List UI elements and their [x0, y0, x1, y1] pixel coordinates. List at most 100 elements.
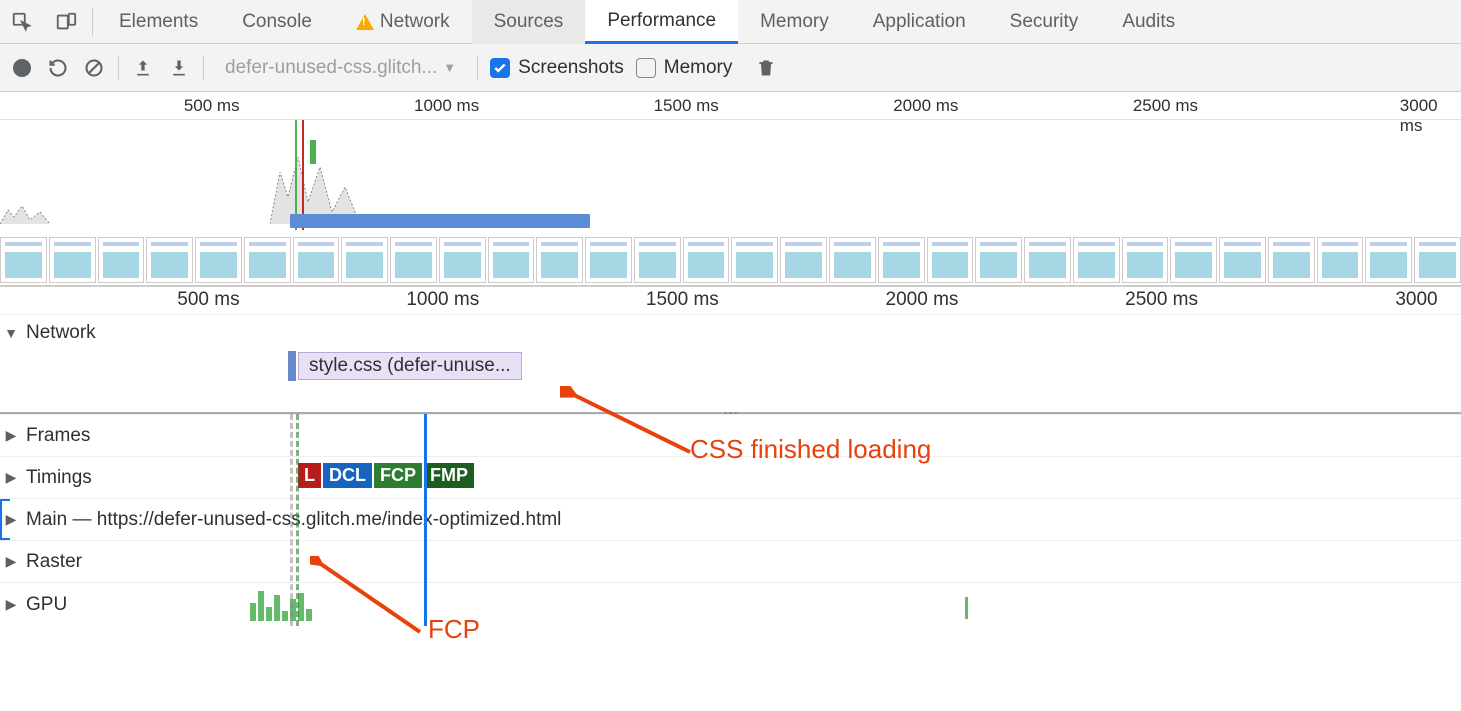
main-thread-row[interactable]: ▶ Main — https://defer-unused-css.glitch… [0, 498, 1461, 540]
tab-network[interactable]: Network [334, 0, 472, 44]
ruler-tick: 2500 ms [1125, 289, 1198, 311]
tab-application[interactable]: Application [851, 0, 988, 44]
filmstrip-frame[interactable] [1268, 237, 1315, 283]
devtools-tab-bar: Elements Console Network Sources Perform… [0, 0, 1461, 44]
timings-row[interactable]: ▶ Timings L DCL FCP FMP [0, 456, 1461, 498]
gpu-bar [274, 595, 280, 621]
filmstrip-frame[interactable] [731, 237, 778, 283]
marker-line-fcp [296, 414, 299, 626]
memory-checkbox[interactable] [636, 58, 656, 78]
playhead-line[interactable] [424, 414, 427, 626]
overview-network-bar [290, 214, 590, 228]
device-toggle-icon[interactable] [44, 0, 88, 44]
filmstrip-frame[interactable] [49, 237, 96, 283]
request-label: style.css (defer-unuse... [298, 352, 522, 380]
overview-timeline[interactable]: 500 ms1000 ms1500 ms2000 ms2500 ms3000 m… [0, 92, 1461, 286]
filmstrip-frame[interactable] [146, 237, 193, 283]
request-queue-tick [288, 351, 296, 381]
overview-green-tick [310, 140, 316, 164]
filmstrip-frame[interactable] [98, 237, 145, 283]
tab-audits[interactable]: Audits [1100, 0, 1197, 44]
badge-fcp[interactable]: FCP [374, 463, 422, 488]
network-request-stylecss[interactable]: style.css (defer-unuse... [288, 351, 522, 381]
divider [477, 56, 478, 80]
frames-row[interactable]: ▶ Frames [0, 414, 1461, 456]
expander-icon[interactable]: ▶ [0, 427, 22, 444]
memory-checkbox-wrap[interactable]: Memory [636, 57, 733, 79]
ruler-tick: 2500 ms [1133, 96, 1198, 116]
trash-icon[interactable] [754, 56, 778, 80]
filmstrip-frame[interactable] [488, 237, 535, 283]
clear-button[interactable] [82, 56, 106, 80]
network-section: ▼ Network style.css (defer-unuse... [0, 314, 1461, 414]
filmstrip-frame[interactable] [1024, 237, 1071, 283]
overview-ruler: 500 ms1000 ms1500 ms2000 ms2500 ms3000 m… [0, 92, 1461, 120]
filmstrip-frame[interactable] [195, 237, 242, 283]
gpu-bar [266, 607, 272, 621]
divider [92, 8, 93, 36]
expander-icon[interactable]: ▶ [0, 469, 22, 486]
filmstrip-frame[interactable] [1317, 237, 1364, 283]
marker-line-dcl [290, 414, 293, 626]
gpu-activity-bars [250, 591, 312, 621]
record-button[interactable] [10, 56, 34, 80]
filmstrip-frame[interactable] [1365, 237, 1412, 283]
filmstrip-frame[interactable] [829, 237, 876, 283]
badge-fmp[interactable]: FMP [424, 463, 474, 488]
filmstrip-frame[interactable] [878, 237, 925, 283]
filmstrip-frame[interactable] [0, 237, 47, 283]
filmstrip-frame[interactable] [975, 237, 1022, 283]
filmstrip-frame[interactable] [1170, 237, 1217, 283]
filmstrip-frame[interactable] [1073, 237, 1120, 283]
expander-icon[interactable]: ▶ [0, 553, 22, 570]
filmstrip-frame[interactable] [585, 237, 632, 283]
tab-sources[interactable]: Sources [472, 0, 586, 44]
recording-dropdown[interactable]: defer-unused-css.glitch... ▼ [216, 56, 465, 80]
gpu-bar [250, 603, 256, 621]
tab-console[interactable]: Console [220, 0, 334, 44]
filmstrip-frame[interactable] [683, 237, 730, 283]
filmstrip-frame[interactable] [341, 237, 388, 283]
tab-elements[interactable]: Elements [97, 0, 220, 44]
tab-memory[interactable]: Memory [738, 0, 851, 44]
screenshots-checkbox[interactable] [490, 58, 510, 78]
expander-icon[interactable]: ▼ [0, 325, 22, 341]
filmstrip-frame[interactable] [1219, 237, 1266, 283]
screenshots-checkbox-wrap[interactable]: Screenshots [490, 57, 624, 79]
chevron-down-icon: ▼ [443, 60, 456, 75]
main-url: https://defer-unused-css.glitch.me/index… [97, 509, 562, 530]
filmstrip-frame[interactable] [1122, 237, 1169, 283]
timings-label: Timings [22, 467, 92, 489]
download-icon[interactable] [167, 56, 191, 80]
filmstrip-frame[interactable] [634, 237, 681, 283]
gpu-bar [258, 591, 264, 621]
filmstrip-frame[interactable] [536, 237, 583, 283]
raster-row[interactable]: ▶ Raster [0, 540, 1461, 582]
filmstrip-frame[interactable] [390, 237, 437, 283]
gpu-late-tick [965, 597, 968, 619]
memory-label: Memory [664, 57, 733, 79]
upload-icon[interactable] [131, 56, 155, 80]
filmstrip-frame[interactable] [439, 237, 486, 283]
filmstrip-frame[interactable] [927, 237, 974, 283]
expander-icon[interactable]: ▶ [0, 596, 22, 613]
gpu-bar [306, 609, 312, 621]
reload-button[interactable] [46, 56, 70, 80]
filmstrip-frame[interactable] [293, 237, 340, 283]
ruler-tick: 500 ms [184, 96, 240, 116]
ruler-tick: 1500 ms [646, 289, 719, 311]
ruler-tick: 500 ms [177, 289, 239, 311]
tab-performance[interactable]: Performance [585, 0, 738, 44]
tab-security[interactable]: Security [988, 0, 1101, 44]
badge-load[interactable]: L [298, 463, 321, 488]
filmstrip-frame[interactable] [1414, 237, 1461, 283]
raster-label: Raster [22, 551, 82, 573]
inspect-icon[interactable] [0, 0, 44, 44]
gpu-row[interactable]: ▶ GPU [0, 582, 1461, 626]
filmstrip [0, 235, 1461, 285]
network-row[interactable]: ▼ Network style.css (defer-unuse... [0, 314, 1461, 414]
badge-dcl[interactable]: DCL [323, 463, 372, 488]
filmstrip-frame[interactable] [244, 237, 291, 283]
filmstrip-frame[interactable] [780, 237, 827, 283]
gpu-bar [282, 611, 288, 621]
